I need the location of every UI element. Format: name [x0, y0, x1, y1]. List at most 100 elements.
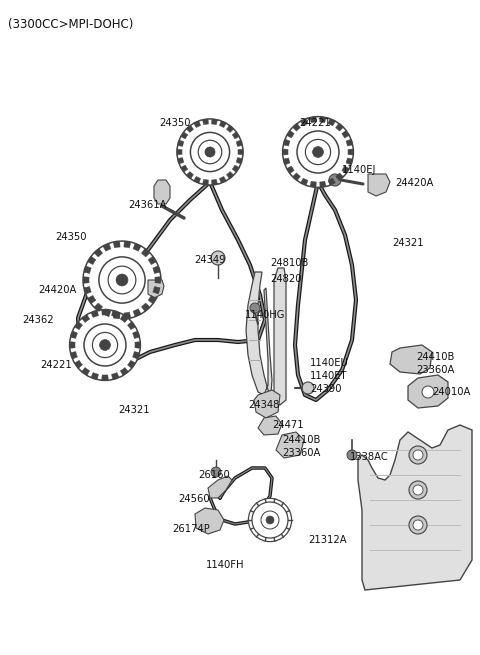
Polygon shape [181, 165, 188, 172]
Polygon shape [212, 119, 217, 124]
Polygon shape [236, 158, 242, 164]
Polygon shape [120, 367, 129, 375]
Circle shape [305, 140, 331, 164]
Polygon shape [390, 345, 432, 374]
Polygon shape [87, 295, 96, 304]
Text: 1140ET: 1140ET [310, 371, 348, 381]
Circle shape [211, 467, 221, 477]
Polygon shape [155, 276, 161, 284]
Polygon shape [153, 266, 160, 273]
Polygon shape [328, 119, 336, 126]
Text: 23360A: 23360A [416, 365, 455, 375]
Polygon shape [132, 331, 140, 339]
Circle shape [211, 251, 225, 265]
Polygon shape [300, 119, 308, 126]
Polygon shape [212, 179, 217, 185]
Polygon shape [84, 266, 91, 273]
Text: 1140HG: 1140HG [245, 310, 286, 320]
Text: 24410B: 24410B [416, 352, 455, 362]
Polygon shape [71, 331, 77, 339]
Circle shape [266, 516, 274, 524]
Polygon shape [328, 178, 336, 185]
Polygon shape [293, 173, 300, 181]
Polygon shape [310, 181, 316, 187]
Text: 24361A: 24361A [128, 200, 167, 210]
Polygon shape [74, 322, 83, 329]
Polygon shape [300, 178, 308, 185]
Polygon shape [368, 174, 390, 196]
Polygon shape [254, 390, 280, 418]
Circle shape [252, 502, 288, 538]
Polygon shape [113, 241, 120, 248]
Circle shape [422, 386, 434, 398]
Text: 24349: 24349 [194, 255, 226, 265]
Polygon shape [246, 272, 272, 395]
Polygon shape [320, 117, 326, 122]
Text: 24321: 24321 [118, 405, 150, 415]
Polygon shape [142, 248, 150, 257]
Polygon shape [181, 132, 188, 139]
Text: 1140FH: 1140FH [206, 560, 244, 570]
Polygon shape [276, 432, 304, 458]
Polygon shape [87, 256, 96, 265]
Polygon shape [132, 352, 140, 359]
Circle shape [261, 511, 279, 529]
Polygon shape [194, 121, 201, 128]
Circle shape [413, 520, 423, 530]
Polygon shape [283, 139, 290, 146]
Text: 1338AC: 1338AC [350, 452, 389, 462]
Polygon shape [227, 125, 234, 132]
Circle shape [70, 310, 140, 381]
Text: 26174P: 26174P [172, 524, 210, 534]
Polygon shape [342, 130, 349, 138]
Circle shape [409, 446, 427, 464]
Text: 24362: 24362 [22, 315, 54, 325]
Polygon shape [310, 117, 316, 122]
Circle shape [409, 516, 427, 534]
Circle shape [413, 485, 423, 495]
Polygon shape [195, 508, 224, 534]
Polygon shape [70, 342, 75, 348]
Text: 21312A: 21312A [308, 535, 347, 545]
Text: 1140EJ: 1140EJ [342, 165, 376, 175]
Text: 24420A: 24420A [395, 178, 433, 188]
Polygon shape [186, 125, 193, 132]
Polygon shape [74, 360, 83, 368]
Polygon shape [103, 309, 111, 316]
Polygon shape [91, 373, 98, 379]
Polygon shape [91, 310, 98, 318]
Text: 26160: 26160 [198, 470, 230, 480]
Polygon shape [113, 312, 120, 319]
Polygon shape [142, 303, 150, 312]
Polygon shape [238, 149, 243, 155]
Circle shape [413, 450, 423, 460]
Circle shape [92, 332, 118, 358]
Polygon shape [236, 140, 242, 147]
Polygon shape [336, 123, 343, 131]
Polygon shape [203, 119, 208, 124]
Polygon shape [358, 425, 472, 590]
Text: (3300CC>MPI-DOHC): (3300CC>MPI-DOHC) [8, 18, 133, 31]
Polygon shape [111, 310, 119, 318]
Polygon shape [71, 352, 77, 359]
Polygon shape [186, 172, 193, 179]
Polygon shape [111, 373, 119, 379]
Polygon shape [203, 179, 208, 185]
Text: 24390: 24390 [310, 384, 341, 394]
Polygon shape [336, 173, 343, 181]
Polygon shape [148, 280, 164, 298]
Circle shape [191, 132, 229, 172]
Polygon shape [133, 309, 141, 316]
Circle shape [99, 257, 145, 303]
Polygon shape [84, 286, 91, 294]
Circle shape [116, 274, 128, 286]
Text: 24820: 24820 [270, 274, 301, 284]
Polygon shape [293, 123, 300, 131]
Polygon shape [148, 256, 156, 265]
Circle shape [347, 450, 357, 460]
Circle shape [177, 119, 243, 185]
Polygon shape [408, 375, 448, 408]
Polygon shape [153, 286, 160, 294]
Text: 24221: 24221 [299, 118, 331, 128]
Polygon shape [320, 181, 326, 187]
